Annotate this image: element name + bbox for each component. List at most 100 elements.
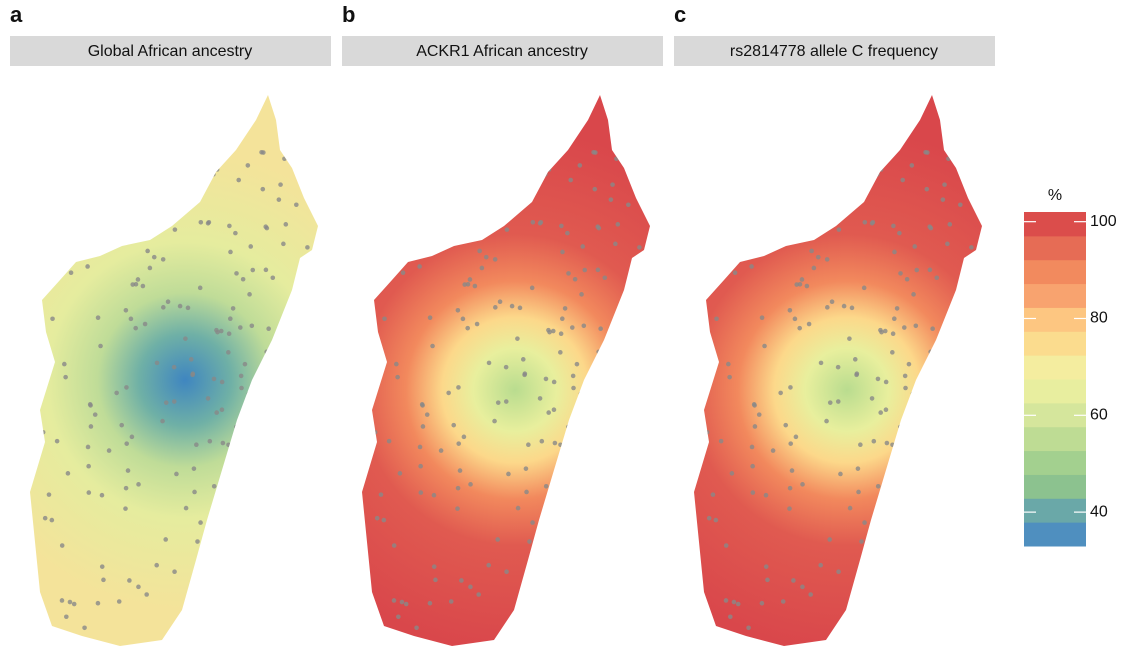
island bbox=[362, 95, 650, 646]
sample-point bbox=[818, 562, 823, 568]
sample-point bbox=[226, 331, 232, 337]
sample-point bbox=[912, 626, 917, 631]
sample-point bbox=[947, 566, 953, 572]
sample-point bbox=[68, 270, 74, 276]
sample-point bbox=[163, 537, 169, 542]
sample-point bbox=[144, 592, 149, 597]
sample-point bbox=[362, 165, 365, 170]
sample-point bbox=[85, 109, 90, 114]
sample-point bbox=[787, 506, 792, 511]
sample-point bbox=[762, 343, 767, 349]
sample-point bbox=[33, 587, 39, 593]
sample-point bbox=[697, 587, 703, 593]
sample-point bbox=[780, 599, 786, 604]
sample-point bbox=[147, 142, 153, 148]
sample-point bbox=[231, 517, 237, 522]
sample-point bbox=[183, 336, 188, 341]
sample-point bbox=[463, 136, 469, 141]
sample-point bbox=[272, 636, 278, 641]
sample-point bbox=[135, 277, 141, 282]
sample-point bbox=[306, 533, 312, 538]
sample-point bbox=[950, 113, 956, 118]
sample-point bbox=[750, 463, 755, 469]
sample-point bbox=[958, 202, 963, 208]
sample-point bbox=[958, 368, 963, 373]
sample-point bbox=[474, 104, 480, 110]
sample-point bbox=[748, 105, 753, 111]
sample-point bbox=[72, 135, 77, 141]
sample-point bbox=[616, 591, 622, 597]
sample-point bbox=[854, 371, 860, 377]
sample-point bbox=[257, 455, 262, 461]
sample-point bbox=[38, 167, 44, 173]
sample-point bbox=[294, 368, 299, 373]
sample-point bbox=[560, 249, 565, 255]
sample-point bbox=[415, 166, 420, 171]
sample-point bbox=[247, 292, 252, 297]
sample-point bbox=[195, 539, 200, 544]
sample-point bbox=[451, 422, 457, 428]
sample-point bbox=[788, 385, 793, 390]
sample-point bbox=[228, 249, 233, 255]
sample-point bbox=[709, 219, 715, 224]
sample-point bbox=[895, 496, 901, 501]
sample-point bbox=[800, 584, 805, 590]
sample-point bbox=[382, 316, 387, 322]
sample-point bbox=[448, 599, 454, 604]
sample-point bbox=[815, 254, 821, 260]
sample-point bbox=[362, 96, 366, 101]
sample-point bbox=[374, 515, 380, 521]
sample-point bbox=[714, 316, 719, 322]
sample-point bbox=[746, 625, 751, 631]
sample-point bbox=[787, 485, 793, 491]
sample-point bbox=[954, 344, 960, 350]
sample-point bbox=[759, 315, 765, 320]
sample-point bbox=[878, 327, 883, 333]
sample-point bbox=[175, 159, 180, 165]
sample-point bbox=[171, 399, 177, 404]
sample-point bbox=[49, 517, 55, 523]
sample-point bbox=[116, 599, 122, 604]
sample-point bbox=[219, 407, 225, 412]
sample-point bbox=[944, 465, 949, 471]
sample-point bbox=[245, 107, 251, 112]
sample-point bbox=[852, 357, 858, 362]
sample-point bbox=[40, 220, 45, 225]
sample-point bbox=[979, 134, 982, 139]
sample-point bbox=[898, 271, 903, 276]
sample-point bbox=[636, 394, 642, 399]
legend-band bbox=[1024, 212, 1086, 237]
sample-point bbox=[284, 582, 289, 588]
island bbox=[30, 95, 318, 646]
sample-point bbox=[83, 166, 88, 171]
sample-point bbox=[456, 385, 461, 390]
sample-point bbox=[455, 485, 461, 491]
sample-point bbox=[566, 424, 571, 430]
sample-point bbox=[597, 539, 603, 545]
sample-point bbox=[258, 548, 264, 554]
sample-point bbox=[172, 110, 177, 116]
sample-point bbox=[251, 612, 257, 618]
sample-point bbox=[214, 167, 220, 172]
sample-point bbox=[787, 307, 793, 313]
sample-point bbox=[290, 344, 296, 350]
sample-point bbox=[397, 471, 403, 476]
sample-point bbox=[123, 307, 129, 313]
sample-point bbox=[827, 537, 833, 542]
sample-point bbox=[125, 468, 131, 473]
sample-point bbox=[707, 117, 713, 122]
sample-point bbox=[77, 209, 83, 214]
sample-point bbox=[892, 249, 897, 255]
sample-point bbox=[903, 575, 908, 581]
sample-point bbox=[714, 152, 720, 157]
sample-point bbox=[372, 429, 378, 435]
sample-point bbox=[735, 256, 741, 262]
sample-point bbox=[234, 424, 239, 430]
sample-point bbox=[583, 612, 589, 618]
sample-point bbox=[198, 520, 203, 525]
panel: a Global African ancestry bbox=[10, 2, 331, 646]
sample-point bbox=[43, 117, 49, 122]
sample-point bbox=[875, 172, 880, 177]
sample-point bbox=[391, 543, 397, 548]
sample-point bbox=[400, 270, 406, 276]
